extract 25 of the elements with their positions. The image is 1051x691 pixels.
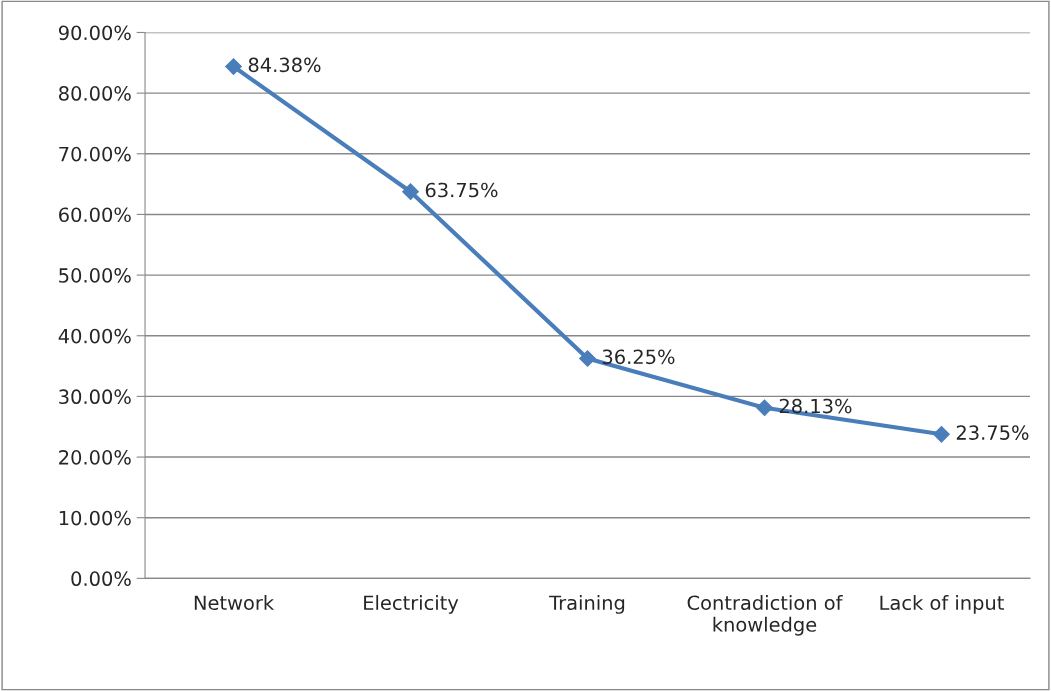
data-label: 63.75%: [425, 182, 498, 198]
y-tick-label: 40.00%: [58, 328, 131, 344]
y-tick-label: 50.00%: [59, 268, 131, 283]
data-label: 84.38%: [248, 57, 321, 73]
y-tick-label: 0.00%: [71, 571, 131, 587]
data-label: 28.13%: [779, 398, 852, 414]
data-label: 23.75%: [956, 425, 1029, 440]
y-tick-label: 30.00%: [59, 389, 131, 405]
y-tick-label: 10.00%: [59, 510, 131, 526]
x-tick-label: Contradiction of knowledge: [687, 595, 843, 636]
x-tick-label: Network: [194, 595, 275, 611]
point: [402, 183, 419, 201]
y-tick-label: 20.00%: [59, 450, 131, 465]
point: [933, 425, 950, 443]
x-tick-label: Electricity: [364, 595, 459, 614]
point: [225, 58, 242, 75]
point: [579, 350, 596, 367]
y-tick-label: 70.00%: [59, 146, 131, 162]
y-tick-label: 90.00%: [58, 25, 131, 41]
x-tick-label: Lack of input: [880, 595, 1004, 614]
y-tick-label: 60.00%: [59, 207, 131, 223]
point: [756, 399, 773, 417]
y-tick-label: 80.00%: [59, 86, 131, 101]
data-label: 36.25%: [602, 349, 675, 365]
x-tick-label: Training: [549, 595, 625, 614]
